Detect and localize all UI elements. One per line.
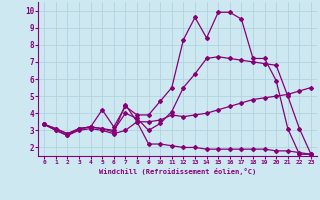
X-axis label: Windchill (Refroidissement éolien,°C): Windchill (Refroidissement éolien,°C)	[99, 168, 256, 175]
